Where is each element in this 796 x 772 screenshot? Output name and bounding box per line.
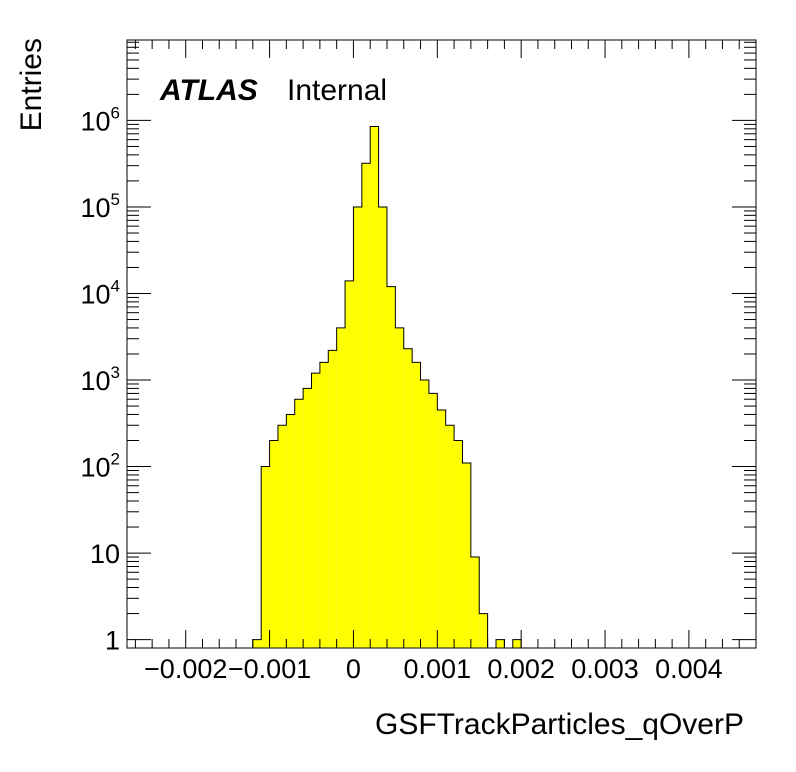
- plot-frame: [126, 39, 757, 649]
- histogram-bar: [319, 362, 329, 648]
- histogram-bar: [479, 613, 488, 648]
- histogram-bar: [428, 393, 438, 648]
- histogram-bar: [353, 206, 362, 648]
- y-tick-label: 1: [105, 626, 120, 656]
- histogram-bar: [470, 557, 480, 648]
- x-tick-label: −0.002: [144, 654, 227, 684]
- histogram-bar: [395, 327, 404, 648]
- x-tick-label: 0.003: [571, 654, 639, 684]
- histogram-bars: [252, 126, 522, 649]
- histogram-bar: [412, 362, 421, 648]
- histogram-bar: [454, 440, 463, 648]
- histogram-bar: [345, 280, 354, 648]
- x-tick-label: 0.002: [487, 654, 555, 684]
- histogram-bar: [512, 639, 522, 648]
- x-tick-label: −0.001: [228, 654, 311, 684]
- y-tick-labels: 1 10 102 103 104 105 106: [80, 103, 120, 655]
- x-tick-label: 0.001: [404, 654, 472, 684]
- histogram-bar: [437, 410, 446, 648]
- histogram-bar: [370, 126, 379, 648]
- histogram-bar: [269, 440, 278, 648]
- y-tick-label: 102: [80, 450, 120, 483]
- histogram-bar: [252, 639, 262, 648]
- histogram-bar: [277, 425, 287, 648]
- x-tick-labels: −0.002 −0.001 0 0.001 0.002 0.003 0.004: [144, 654, 723, 684]
- atlas-status-label: Internal: [287, 74, 387, 107]
- histogram-bar: [336, 327, 346, 648]
- histogram-bar: [462, 462, 471, 648]
- y-tick-label: 104: [80, 276, 120, 309]
- x-tick-label: 0.004: [655, 654, 723, 684]
- axis-ticks: [127, 40, 757, 648]
- histogram-bar: [420, 380, 429, 648]
- histogram-bar: [445, 425, 455, 648]
- histogram-bar: [361, 163, 371, 649]
- histogram-bar: [403, 348, 413, 648]
- y-tick-label: 10: [90, 539, 120, 569]
- y-tick-label: 106: [80, 103, 120, 136]
- histogram-bar: [311, 373, 320, 648]
- histogram-bar: [286, 414, 295, 648]
- x-tick-label: 0: [346, 654, 361, 684]
- y-tick-label: 103: [80, 363, 120, 396]
- histogram-bar: [496, 639, 505, 648]
- atlas-logo: ATLAS: [159, 74, 258, 107]
- histogram-bar: [303, 388, 312, 648]
- x-axis-label: GSFTrackParticles_qOverP: [375, 708, 744, 741]
- histogram-bar: [386, 286, 396, 648]
- histogram-bar: [378, 206, 387, 648]
- histogram-bar: [328, 350, 337, 648]
- histogram-bar: [294, 399, 304, 648]
- y-tick-label: 105: [80, 190, 120, 223]
- y-axis-label: Entries: [15, 38, 48, 131]
- histogram-bar: [261, 466, 270, 648]
